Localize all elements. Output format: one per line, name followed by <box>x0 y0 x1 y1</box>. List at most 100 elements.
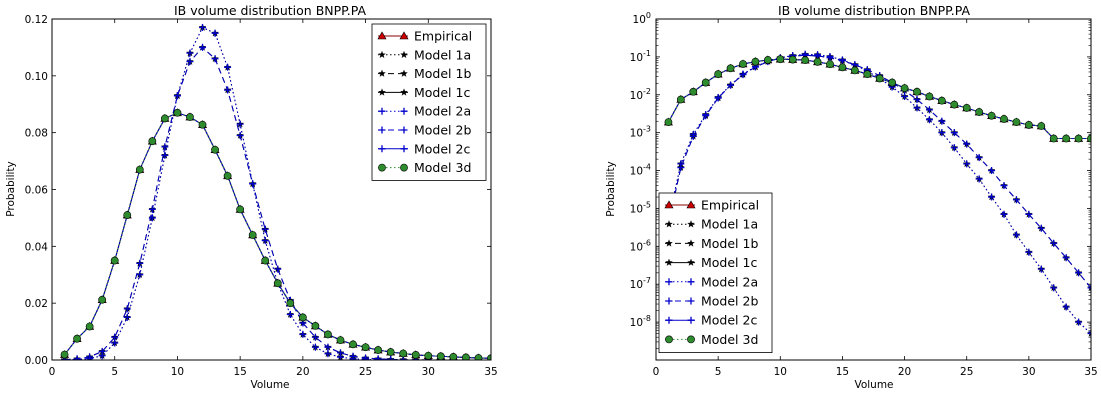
data-point <box>261 225 269 233</box>
data-point <box>1037 122 1046 130</box>
data-point <box>411 350 420 359</box>
data-point <box>236 120 244 128</box>
data-point <box>148 205 156 213</box>
y-tick-label: 0.08 <box>25 128 48 140</box>
x-tick-label: 10 <box>774 366 787 378</box>
data-point <box>975 175 983 183</box>
x-axis-label: Volume <box>250 379 289 391</box>
data-point <box>1087 284 1091 292</box>
data-point <box>387 355 395 360</box>
data-point <box>913 87 921 96</box>
data-point <box>349 340 357 349</box>
data-point <box>1037 224 1045 232</box>
data-point <box>1012 231 1020 239</box>
y-tick-label: 0.12 <box>25 14 48 26</box>
legend-label: Model 1a <box>701 217 758 232</box>
legend-label: Model 3d <box>701 332 758 347</box>
data-point <box>813 57 822 66</box>
legend-marker <box>664 200 674 209</box>
x-tick-label: 35 <box>484 366 497 378</box>
data-point <box>938 117 946 125</box>
data-point <box>449 352 458 360</box>
data-point <box>1000 182 1008 190</box>
legend-marker <box>378 88 386 96</box>
y-tick-label: 0.04 <box>25 241 49 253</box>
plot-area <box>60 23 491 360</box>
data-point <box>286 299 295 308</box>
legend-marker <box>378 145 386 153</box>
y-tick-label: 0.10 <box>25 71 48 83</box>
data-point <box>85 322 94 331</box>
data-point <box>726 64 735 73</box>
data-point <box>913 96 921 104</box>
x-tick-label: 10 <box>171 366 184 378</box>
x-axis: 0 5 10 15 20 25 30 35 <box>49 19 498 378</box>
data-point <box>361 343 370 352</box>
data-point <box>975 154 983 162</box>
legend-marker <box>378 163 386 172</box>
y-tick-label: 10-7 <box>630 276 651 291</box>
legend-marker <box>400 145 408 153</box>
legend-marker <box>378 50 386 59</box>
x-tick-label: 5 <box>111 366 118 378</box>
data-point <box>1025 210 1033 218</box>
x-tick-label: 15 <box>233 366 246 378</box>
legend-marker <box>400 107 408 115</box>
data-point <box>173 92 181 100</box>
y-tick-label: 10-8 <box>630 314 651 329</box>
data-point <box>763 56 772 64</box>
legend-label: Empirical <box>701 198 759 213</box>
data-point <box>801 56 810 65</box>
legend-marker <box>687 220 695 228</box>
y-axis-label: Probability <box>605 161 617 217</box>
data-point <box>1087 134 1091 143</box>
data-point <box>925 106 933 114</box>
data-point <box>1012 118 1021 127</box>
data-point <box>875 74 884 83</box>
legend: Empirical Model 1a Model 1b Model 1c Model 2… <box>371 23 487 181</box>
data-point <box>136 259 144 267</box>
data-point <box>975 108 984 116</box>
data-point <box>161 143 169 151</box>
y-tick-label: 10-5 <box>630 200 651 215</box>
legend-marker <box>687 278 695 286</box>
legend-item: Model 1a <box>665 217 758 232</box>
x-tick-label: 5 <box>715 366 722 378</box>
chart-log: IB volume distribution BNPP.PA Volume Pr… <box>605 3 1098 391</box>
legend-marker <box>665 316 673 324</box>
legend-marker <box>665 297 673 305</box>
data-point <box>900 84 909 93</box>
data-point <box>714 94 722 102</box>
x-tick-label: 25 <box>359 366 372 378</box>
legend-item: Model 2c <box>378 141 470 156</box>
y-tick-label: 10-6 <box>630 238 651 253</box>
y-tick-label: 10-2 <box>630 87 651 102</box>
data-point <box>677 164 685 172</box>
x-tick-label: 30 <box>422 366 435 378</box>
data-point <box>386 348 395 356</box>
data-point <box>311 343 319 351</box>
data-point <box>751 57 760 66</box>
x-tick-label: 0 <box>653 366 660 378</box>
legend-item: Model 2a <box>378 104 471 119</box>
data-point <box>1075 318 1083 326</box>
data-point <box>86 353 94 360</box>
y-tick-label: 10-3 <box>630 125 651 140</box>
data-point <box>1074 134 1083 143</box>
data-point <box>374 355 382 360</box>
data-point <box>689 132 697 140</box>
legend-marker <box>400 163 408 172</box>
x-tick-label: 15 <box>836 366 849 378</box>
data-point <box>98 347 106 355</box>
data-point <box>186 49 194 57</box>
data-point <box>211 55 219 63</box>
legend-item: Model 2b <box>665 294 758 309</box>
data-point <box>739 71 747 79</box>
y-axis-label: Probability <box>5 161 17 217</box>
data-point <box>148 137 157 146</box>
data-point <box>110 256 119 265</box>
y-tick-label: 10-4 <box>630 163 651 178</box>
data-point <box>664 118 673 127</box>
legend-label: Model 1c <box>414 85 470 100</box>
legend-label: Model 2b <box>701 294 758 309</box>
